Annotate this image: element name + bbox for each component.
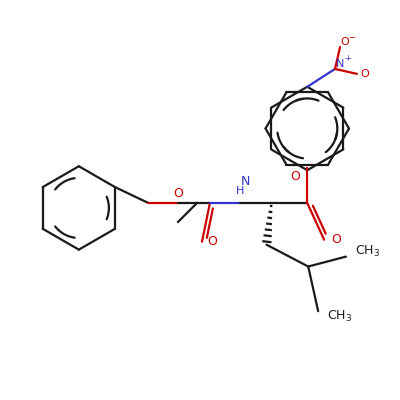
Text: O: O bbox=[360, 69, 369, 79]
Text: N: N bbox=[336, 59, 344, 69]
Text: H: H bbox=[236, 186, 244, 196]
Text: CH$_3$: CH$_3$ bbox=[355, 244, 380, 259]
Text: O: O bbox=[331, 233, 341, 246]
Text: −: − bbox=[348, 33, 356, 42]
Text: +: + bbox=[344, 54, 352, 64]
Text: N: N bbox=[241, 175, 250, 188]
Text: O: O bbox=[290, 170, 300, 183]
Text: CH$_3$: CH$_3$ bbox=[328, 309, 352, 324]
Text: O: O bbox=[341, 37, 349, 47]
Text: O: O bbox=[173, 186, 183, 200]
Text: O: O bbox=[207, 235, 217, 248]
